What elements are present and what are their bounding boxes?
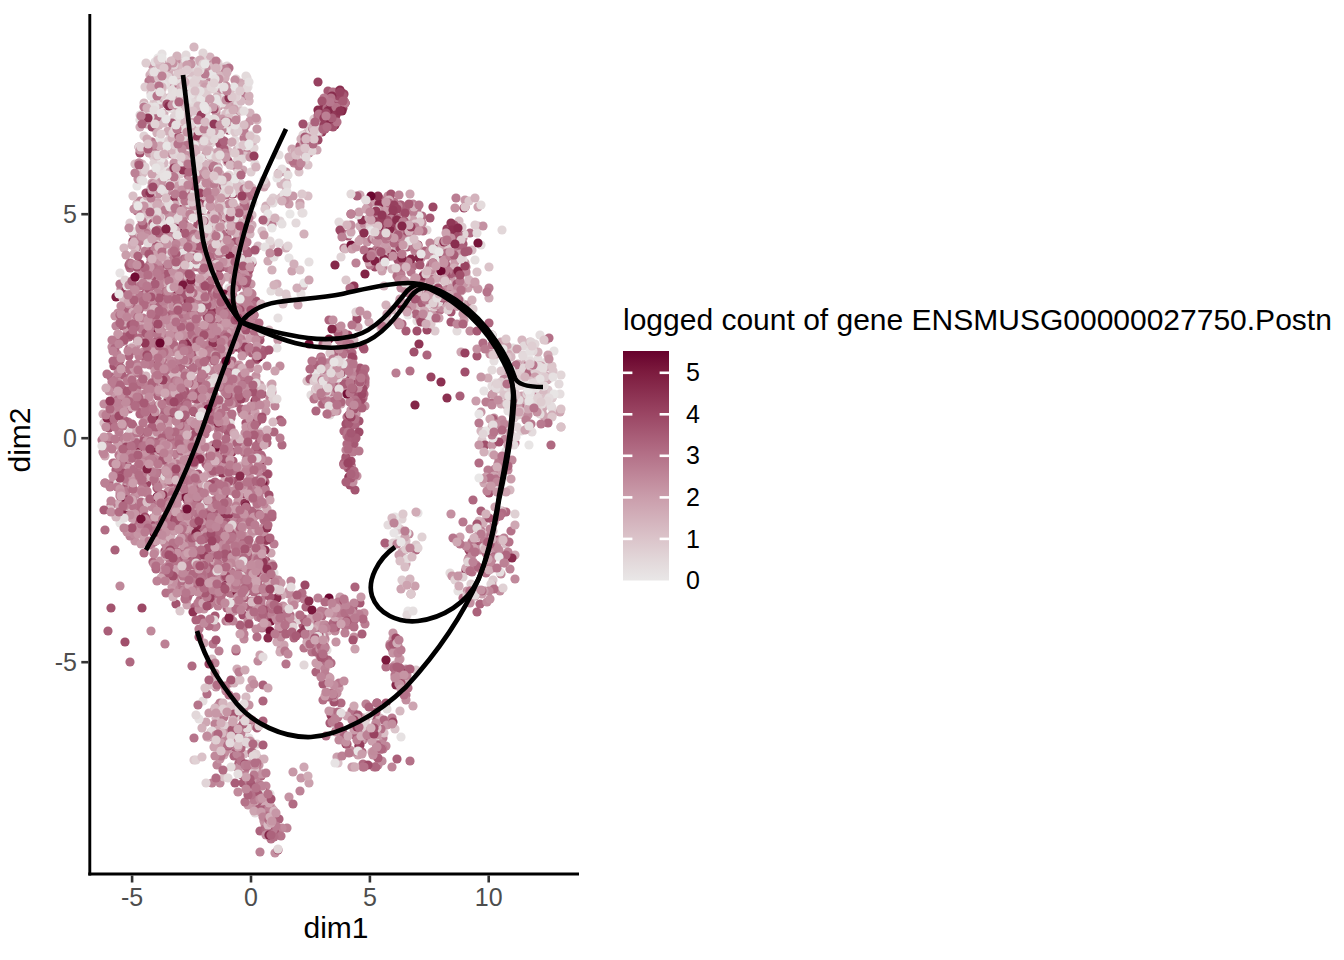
svg-text:3: 3 (686, 441, 700, 469)
svg-text:1: 1 (686, 525, 700, 553)
svg-text:0: 0 (63, 424, 77, 452)
svg-text:5: 5 (63, 200, 77, 228)
svg-text:5: 5 (363, 883, 377, 911)
svg-text:4: 4 (686, 400, 700, 428)
svg-text:0: 0 (686, 566, 700, 594)
svg-text:-5: -5 (55, 648, 77, 676)
svg-text:0: 0 (244, 883, 258, 911)
svg-text:dim2: dim2 (3, 407, 36, 472)
svg-text:5: 5 (686, 358, 700, 386)
svg-text:logged count of gene ENSMUSG00: logged count of gene ENSMUSG00000027750.… (623, 303, 1332, 336)
svg-text:2: 2 (686, 483, 700, 511)
svg-text:10: 10 (475, 883, 503, 911)
svg-text:-5: -5 (121, 883, 143, 911)
svg-text:dim1: dim1 (303, 911, 368, 944)
